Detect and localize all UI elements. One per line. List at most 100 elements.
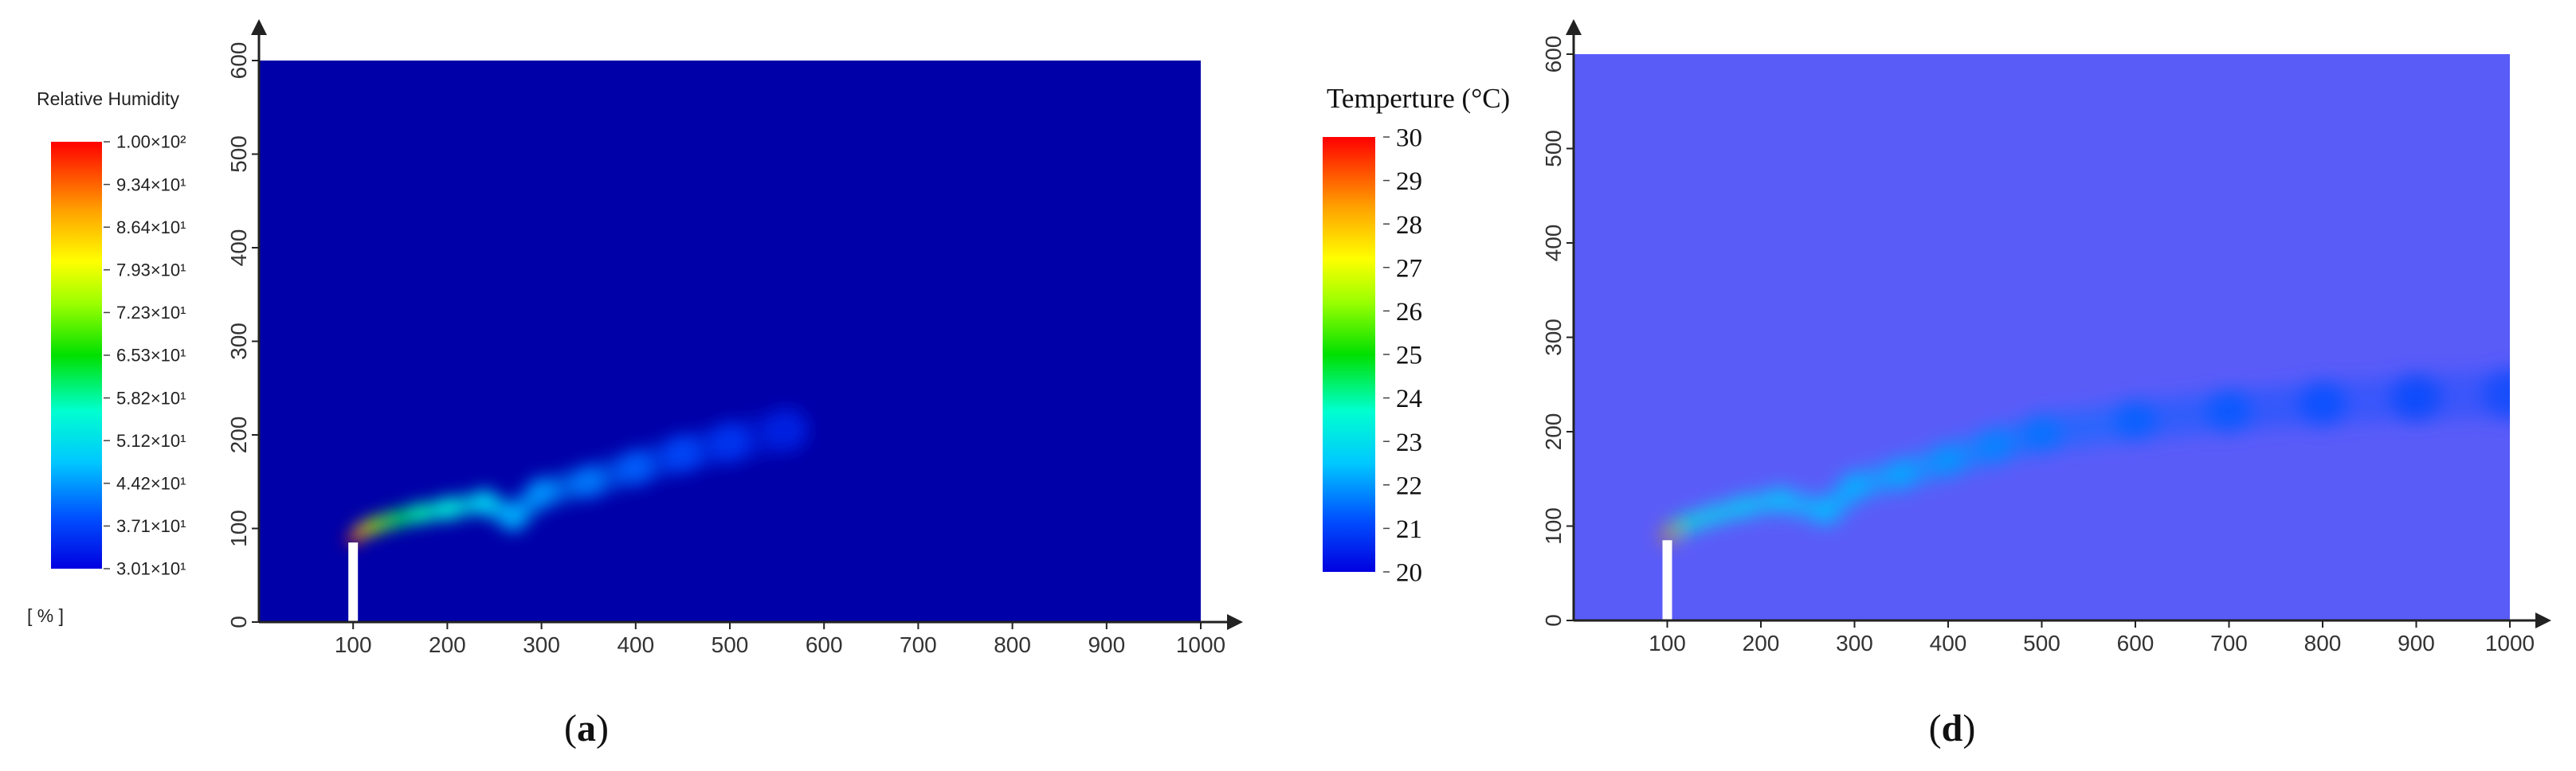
panel-a-colorbar-label: 3.01×10¹ bbox=[116, 559, 186, 579]
panel-a-plume-point bbox=[347, 534, 359, 546]
panel-a-colorbar-label: 8.64×10¹ bbox=[116, 217, 186, 237]
panel-a-plume-point bbox=[408, 503, 430, 525]
panel-d-x-tick-label: 400 bbox=[1930, 631, 1967, 656]
panel-d-colorbar-label: 30 bbox=[1396, 124, 1422, 153]
panel-a-plume-point bbox=[571, 464, 606, 499]
panel-d-x-tick-label: 900 bbox=[2398, 631, 2435, 656]
panel-a-colorbar-label: 4.42×10¹ bbox=[116, 474, 186, 494]
panel-a-y-tick-label: 0 bbox=[226, 616, 251, 628]
panel-d-plume-point bbox=[1704, 505, 1724, 525]
panel-d-y-tick-label: 100 bbox=[1541, 507, 1566, 545]
panel-a-colorbar-label: 6.53×10¹ bbox=[116, 346, 186, 366]
panel-a-plume-point bbox=[498, 503, 528, 532]
panel-a-plume-point bbox=[368, 516, 385, 533]
panel-d-plume-point bbox=[1661, 531, 1673, 543]
panel-a-y-tick-label: 600 bbox=[226, 42, 251, 80]
panel-d-y-axis-arrow bbox=[1566, 19, 1582, 35]
panel-a-colorbar-title: Relative Humidity bbox=[37, 88, 179, 109]
panel-d-colorbar bbox=[1323, 137, 1375, 572]
panel-a-colorbar bbox=[51, 142, 102, 569]
panel-a-x-tick-label: 1000 bbox=[1176, 632, 1225, 657]
panel-d-x-tick-label: 200 bbox=[1743, 631, 1780, 656]
panel-d-x-ticks: 100 200 300 400 500 600 700 800 900 1000 bbox=[1649, 620, 2535, 656]
panel-d-y-tick-label: 500 bbox=[1541, 130, 1566, 167]
panel-d-colorbar-label: 23 bbox=[1396, 429, 1422, 457]
panel-a-colorbar-label: 7.93×10¹ bbox=[116, 260, 186, 280]
panel-d-plume-point bbox=[1767, 487, 1792, 512]
panel-a-y-axis-arrow bbox=[251, 19, 267, 35]
panel-a-y-tick-label: 200 bbox=[226, 417, 251, 454]
panel-a-plume-point bbox=[386, 509, 406, 529]
panel-d-colorbar-label: 28 bbox=[1396, 211, 1422, 240]
panel-d-plume bbox=[1661, 368, 2510, 543]
panel-d-colorbar-label: 21 bbox=[1396, 515, 1422, 544]
panel-a-field-background bbox=[259, 61, 1201, 622]
panel-d-plume-point bbox=[2484, 368, 2510, 421]
panel-a-x-ticks: 100 200 300 400 500 600 700 800 900 1000 bbox=[335, 622, 1225, 657]
panel-a-y-tick-label: 100 bbox=[226, 510, 251, 547]
panel-d-x-tick-label: 300 bbox=[1836, 631, 1873, 656]
panel-a-x-tick-label: 600 bbox=[806, 632, 843, 657]
panel-d-y-ticks: 0 100 200 300 400 500 600 bbox=[1541, 36, 1574, 627]
panel-d-y-tick-label: 300 bbox=[1541, 319, 1566, 356]
panel-a-colorbar-label: 5.12×10¹ bbox=[116, 431, 186, 451]
panel-a-x-axis-arrow bbox=[1227, 614, 1243, 630]
panel-a-plume-point bbox=[764, 408, 809, 452]
panel-d-colorbar-label: 27 bbox=[1396, 254, 1422, 283]
panel-d-plume-point bbox=[1976, 427, 2013, 464]
panel-d-x-tick-label: 600 bbox=[2117, 631, 2155, 656]
panel-d-plume-point bbox=[2114, 399, 2157, 441]
panel-d-colorbar-label: 25 bbox=[1396, 342, 1422, 370]
panel-d-plume-point bbox=[1931, 443, 1966, 477]
panel-a-plume-point bbox=[663, 433, 703, 474]
panel-a-colorbar-label: 5.82×10¹ bbox=[116, 388, 186, 408]
panel-a-plume bbox=[347, 408, 809, 546]
panel-d-colorbar-label: 29 bbox=[1396, 167, 1422, 196]
panel-a-y-tick-label: 500 bbox=[226, 135, 251, 173]
panel-a-colorbar-label: 7.23×10¹ bbox=[116, 303, 186, 323]
panel-d-colorbar-label: 22 bbox=[1396, 472, 1422, 500]
panel-a: 100 200 300 400 500 600 700 800 900 1000 0 100 200 3… bbox=[27, 19, 1243, 749]
panel-a-label: (a) bbox=[564, 707, 609, 749]
panel-d-plume-point bbox=[1731, 496, 1753, 519]
panel-d-plume-point bbox=[2021, 413, 2062, 453]
panel-d-x-tick-label: 1000 bbox=[2485, 631, 2535, 656]
panel-d: 100 200 300 400 500 600 700 800 900 1000 0 100 200 3… bbox=[1323, 19, 2551, 749]
panel-a-plume-point bbox=[525, 477, 558, 509]
panel-d-colorbar-label: 24 bbox=[1396, 385, 1422, 413]
panel-a-colorbar-label: 3.71×10¹ bbox=[116, 516, 186, 536]
panel-a-plume-point bbox=[708, 421, 751, 464]
panel-d-plume-point bbox=[2299, 380, 2347, 427]
panel-a-colorbar-labels: 1.00×10² 9.34×10¹ 8.64×10¹ 7.93×10¹ 7.23×10¹… bbox=[104, 132, 186, 579]
panel-d-plume-point bbox=[1885, 458, 1918, 491]
panel-a-plume-point bbox=[617, 449, 654, 487]
panel-a-colorbar-label: 1.00×10² bbox=[116, 132, 186, 152]
panel-a-colorbar-label: 9.34×10¹ bbox=[116, 174, 186, 194]
panel-d-plume-point bbox=[2391, 373, 2441, 423]
panel-d-colorbar-label: 20 bbox=[1396, 559, 1422, 588]
panel-d-chimney bbox=[1662, 540, 1672, 620]
panel-d-x-tick-label: 100 bbox=[1649, 631, 1686, 656]
panel-d-plume-point bbox=[2206, 389, 2252, 433]
panel-a-x-tick-label: 400 bbox=[617, 632, 654, 657]
panel-a-x-tick-label: 700 bbox=[900, 632, 937, 657]
panel-d-y-tick-label: 0 bbox=[1541, 614, 1566, 627]
panel-a-x-tick-label: 300 bbox=[523, 632, 560, 657]
panel-a-x-tick-label: 500 bbox=[712, 632, 749, 657]
panel-a-x-tick-label: 100 bbox=[335, 632, 372, 657]
panel-d-colorbar-title: Temperture (°C) bbox=[1327, 83, 1510, 114]
panel-d-y-tick-label: 400 bbox=[1541, 225, 1566, 262]
panel-a-x-tick-label: 800 bbox=[994, 632, 1031, 657]
panel-d-colorbar-label: 26 bbox=[1396, 298, 1422, 327]
panel-a-y-ticks: 0 100 200 300 400 500 600 bbox=[226, 42, 259, 628]
panel-d-field-background bbox=[1574, 54, 2510, 620]
panel-d-x-axis-arrow bbox=[2535, 612, 2551, 628]
panel-d-colorbar-labels: 30 29 28 27 26 25 24 23 22 21 20 bbox=[1383, 124, 1422, 588]
panel-a-plume-point bbox=[435, 496, 460, 521]
panel-a-y-tick-label: 300 bbox=[226, 323, 251, 360]
panel-a-plume-point bbox=[472, 489, 499, 516]
panel-d-x-tick-label: 700 bbox=[2210, 631, 2248, 656]
panel-d-plume-point bbox=[1682, 514, 1700, 530]
panel-d-x-tick-label: 800 bbox=[2304, 631, 2342, 656]
